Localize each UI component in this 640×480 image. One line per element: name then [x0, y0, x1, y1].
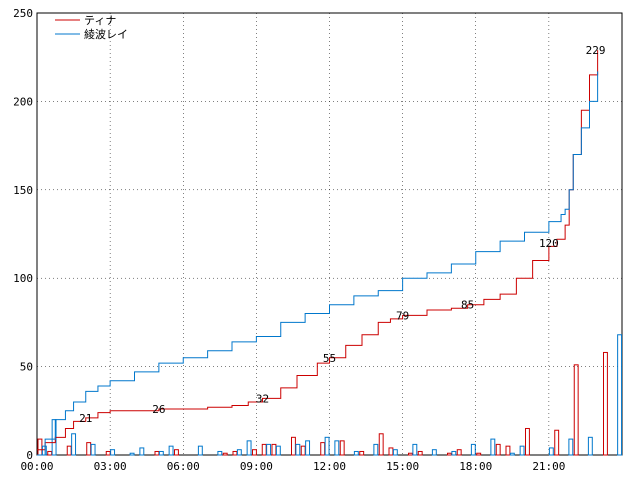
- histogram-bar: [139, 447, 145, 456]
- histogram-bar: [548, 447, 554, 456]
- histogram-bar: [392, 449, 398, 456]
- histogram-bar: [291, 436, 296, 456]
- y-tick-label: 50: [20, 361, 33, 374]
- data-label: 55: [323, 352, 336, 365]
- data-label: 79: [396, 309, 409, 322]
- histogram-bar: [490, 438, 496, 456]
- histogram-bar: [573, 364, 579, 456]
- y-tick-label: 0: [26, 449, 33, 462]
- y-tick-label: 150: [13, 184, 33, 197]
- histogram-bar: [320, 442, 326, 456]
- data-label: 120: [539, 237, 559, 250]
- legend: ティナ 綾波レイ: [55, 14, 128, 41]
- legend-label-series-b: 綾波レイ: [84, 28, 128, 41]
- histogram-bar: [451, 450, 457, 456]
- data-label: 85: [461, 299, 474, 312]
- histogram-bar: [168, 445, 174, 456]
- histogram-bar: [447, 452, 452, 456]
- histogram-bar: [412, 443, 418, 456]
- histogram-bar: [295, 443, 301, 456]
- x-tick-label: 12:00: [313, 460, 346, 473]
- histogram-bar: [339, 440, 345, 456]
- histogram-bar: [334, 440, 340, 456]
- histogram-bar: [197, 445, 203, 456]
- histogram-bar: [554, 429, 560, 456]
- histogram-bar: [158, 450, 164, 456]
- histogram-bar: [431, 449, 437, 456]
- histogram-bar: [305, 440, 311, 456]
- data-label: 32: [256, 392, 269, 405]
- grid: [36, 12, 622, 456]
- histogram-bar: [41, 445, 47, 456]
- x-tick-label: 21:00: [532, 460, 565, 473]
- histogram-bar: [154, 450, 160, 456]
- histogram-bar: [174, 449, 179, 456]
- x-tick-label: 15:00: [386, 460, 419, 473]
- histogram-bar: [509, 452, 515, 456]
- y-tick-label: 100: [13, 272, 33, 285]
- histogram-bar: [359, 450, 365, 456]
- line-series: [37, 50, 599, 456]
- histogram-bar: [222, 452, 228, 456]
- histogram-bar: [236, 449, 242, 456]
- histogram-bar: [568, 438, 574, 456]
- histogram-bar: [417, 450, 423, 456]
- histogram-bar: [324, 436, 330, 456]
- histogram-bar: [105, 450, 111, 456]
- histogram-bar: [37, 438, 43, 456]
- histogram-bar: [86, 442, 92, 456]
- histogram-bar: [617, 334, 623, 456]
- histogram-bar: [505, 445, 511, 456]
- histogram-bar: [261, 443, 267, 456]
- histogram-bar: [217, 450, 223, 456]
- histogram-bar: [110, 449, 116, 456]
- series-line: [37, 50, 599, 451]
- data-label: 21: [79, 412, 92, 425]
- data-label: 26: [152, 403, 165, 416]
- x-tick-label: 18:00: [459, 460, 492, 473]
- histogram-bar: [66, 445, 72, 456]
- histogram-bar: [300, 445, 306, 456]
- histogram-bar: [456, 449, 462, 456]
- y-tick-label: 200: [13, 95, 33, 108]
- y-tick-label: 250: [13, 7, 33, 20]
- histogram-bar: [470, 443, 476, 456]
- axes: 0 50 100 150 200 250 00:00 03:00 06:00 09:00 12:00…: [13, 7, 623, 473]
- histogram-bar: [603, 351, 608, 456]
- x-tick-label: 06:00: [167, 460, 200, 473]
- legend-label-series-a: ティナ: [84, 14, 116, 27]
- series-line: [37, 71, 599, 456]
- histogram-bar: [90, 443, 96, 456]
- x-tick-label: 09:00: [240, 460, 273, 473]
- histogram-bar: [271, 443, 277, 456]
- histogram-bar: [47, 450, 53, 456]
- histogram-bar: [408, 452, 413, 456]
- histogram-bar: [252, 449, 257, 456]
- histogram-bar: [353, 450, 359, 456]
- histogram-bar: [378, 433, 384, 456]
- histogram-bar: [495, 443, 501, 456]
- histogram-bar: [587, 436, 593, 456]
- data-label: 229: [586, 44, 606, 57]
- histogram-bar: [129, 452, 135, 456]
- bar-series: [37, 334, 623, 456]
- histogram-bar: [71, 433, 77, 456]
- histogram-bar: [266, 443, 272, 456]
- histogram-bar: [232, 450, 238, 456]
- data-labels: 21 26 32 55 79 85 120 229: [79, 44, 605, 425]
- x-tick-label: 00:00: [20, 460, 53, 473]
- histogram-bar: [388, 447, 394, 456]
- histogram-bar: [373, 443, 379, 456]
- x-tick-label: 03:00: [94, 460, 127, 473]
- histogram-bar: [525, 427, 530, 456]
- histogram-bar: [476, 452, 482, 456]
- histogram-bar: [275, 445, 281, 456]
- histogram-bar: [519, 445, 525, 456]
- histogram-bar: [246, 440, 252, 456]
